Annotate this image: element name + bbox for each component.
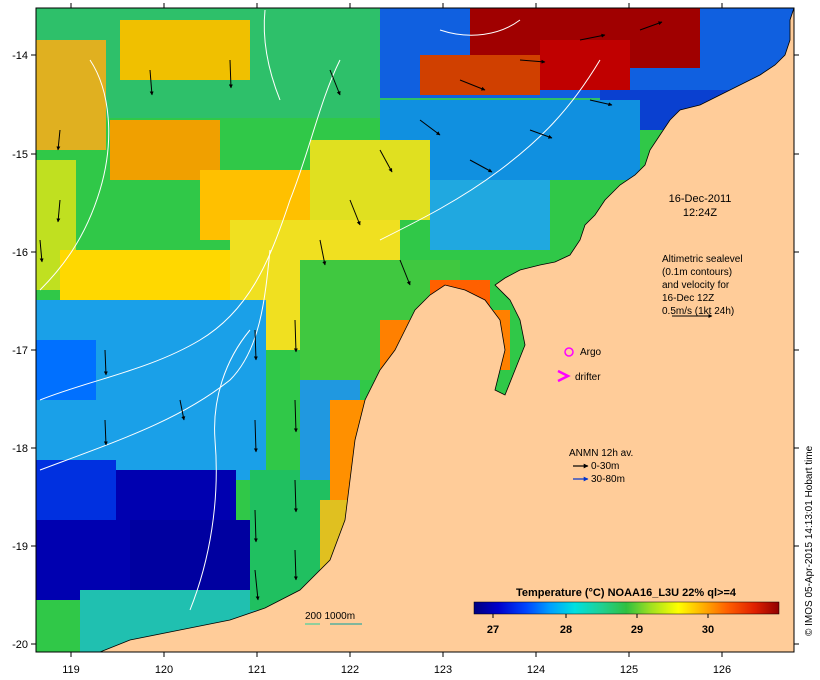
altimetry-legend: Altimetric sealevel (0.1m contours) and … [662, 254, 743, 318]
colorbar-ticks [492, 614, 709, 618]
anmn-deep-label: 30-80m [591, 474, 625, 485]
lat-tick-label: -19 [12, 541, 28, 553]
colorbar-tick-label: 28 [560, 624, 572, 636]
anmn-title: ANMN 12h av. [569, 448, 633, 459]
lat-tick-label: -14 [12, 50, 28, 62]
altimetry-line: 16-Dec 12Z [662, 293, 714, 304]
lat-tick-label: -16 [12, 247, 28, 259]
lon-tick-label: 120 [155, 664, 173, 676]
velocity-arrows [39, 21, 663, 601]
sealevel-contours [39, 9, 601, 611]
altimetry-line: and velocity for [662, 280, 730, 291]
lat-tick-label: -20 [12, 639, 28, 651]
drifter-marker [557, 369, 571, 383]
date-label: 16-Dec-2011 [669, 193, 732, 205]
plot-frame [35, 7, 795, 653]
credit-label: © IMOS 05-Apr-2015 14:13:01 Hobart time [804, 445, 815, 636]
time-label: 12:24Z [683, 207, 718, 219]
colorbar-tick-label: 30 [702, 624, 714, 636]
lon-tick-label: 121 [248, 664, 266, 676]
argo-marker [564, 347, 574, 357]
lon-axis [70, 3, 723, 657]
lat-axis [31, 54, 799, 645]
lon-tick-label: 119 [62, 664, 80, 676]
colorbar [473, 601, 780, 615]
depth-contour-label: 200 1000m [305, 611, 355, 622]
lon-tick-label: 123 [434, 664, 452, 676]
altimetry-line: Altimetric sealevel [662, 254, 743, 265]
lon-tick-label: 126 [713, 664, 731, 676]
anmn-shallow-label: 0-30m [591, 461, 619, 472]
lon-tick-label: 122 [341, 664, 359, 676]
altimetry-line: 0.5m/s (1kt 24h) [662, 306, 734, 317]
altimetry-line: (0.1m contours) [662, 267, 732, 278]
lon-tick-label: 125 [620, 664, 638, 676]
colorbar-tick-label: 27 [487, 624, 499, 636]
lat-tick-labels: -14 -15 -16 -17 -18 -19 -20 [12, 50, 28, 651]
lon-tick-labels: 119 120 121 122 123 124 125 126 [62, 664, 731, 676]
colorbar-tick-label: 29 [631, 624, 643, 636]
lat-tick-label: -17 [12, 345, 28, 357]
argo-label: Argo [580, 347, 602, 358]
lat-tick-label: -15 [12, 149, 28, 161]
colorbar-title: Temperature (°C) NOAA16_L3U 22% ql>=4 [516, 587, 737, 599]
lon-tick-label: 124 [527, 664, 545, 676]
land [99, 7, 795, 653]
drifter-label: drifter [575, 372, 601, 383]
lat-tick-label: -18 [12, 443, 28, 455]
